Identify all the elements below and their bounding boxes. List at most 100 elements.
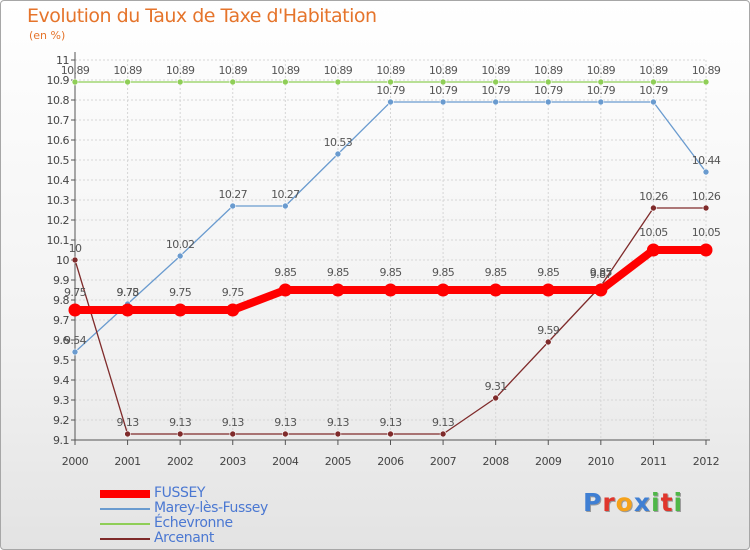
y-tick-label: 10.8	[47, 94, 70, 107]
x-tick-label: 2011	[640, 455, 666, 468]
data-point-arcenant	[124, 430, 131, 438]
data-point-fussey	[173, 303, 187, 317]
data-point-marey-les-fussey	[650, 98, 657, 106]
x-tick-label: 2005	[325, 455, 352, 468]
logo-letter: r	[602, 488, 616, 517]
data-point-arcenant	[650, 204, 657, 212]
data-point-arcenant	[176, 430, 184, 438]
data-point-echevronne	[492, 78, 499, 86]
data-label-marey-les-fussey: 9.54	[64, 334, 87, 347]
legend-swatch	[100, 490, 150, 498]
data-point-marey-les-fussey	[334, 150, 342, 158]
data-point-fussey	[594, 283, 608, 297]
x-tick-label: 2002	[167, 455, 193, 468]
data-point-fussey	[384, 283, 397, 297]
y-tick-label: 9.9	[53, 274, 69, 287]
data-label-fussey: 9.85	[379, 266, 402, 279]
data-point-echevronne	[176, 78, 184, 86]
data-point-marey-les-fussey	[702, 168, 710, 176]
data-label-marey-les-fussey: 10.44	[692, 154, 721, 167]
data-label-marey-les-fussey: 10.79	[639, 84, 668, 97]
data-label-arcenant: 9.59	[537, 324, 560, 337]
data-label-fussey: 9.75	[117, 286, 140, 299]
data-point-arcenant	[334, 430, 342, 438]
data-point-arcenant	[492, 394, 499, 402]
y-tick-label: 9.1	[53, 434, 69, 447]
data-label-arcenant: 9.31	[485, 380, 507, 393]
data-label-echevronne: 10.89	[113, 64, 142, 77]
data-label-echevronne: 10.89	[324, 64, 353, 77]
y-tick-label: 9.3	[53, 394, 69, 407]
data-label-marey-les-fussey: 10.27	[219, 188, 248, 201]
y-tick-label: 9.7	[53, 314, 69, 327]
y-tick-label: 10.4	[47, 174, 70, 187]
data-point-echevronne	[597, 78, 605, 86]
logo-letter: o	[615, 488, 634, 517]
legend-label: FUSSEY	[154, 485, 206, 501]
data-point-marey-les-fussey	[282, 202, 289, 210]
data-point-fussey	[68, 303, 82, 317]
data-label-echevronne: 10.89	[219, 64, 248, 77]
data-label-arcenant: 10.26	[692, 190, 721, 203]
data-label-fussey: 9.85	[327, 266, 350, 279]
data-point-marey-les-fussey	[229, 202, 237, 210]
logo-letter: x	[633, 488, 651, 517]
data-point-echevronne	[439, 78, 447, 86]
x-tick-label: 2000	[62, 455, 89, 468]
y-tick-label: 10.5	[47, 154, 70, 167]
data-label-marey-les-fussey: 10.79	[429, 84, 458, 97]
y-tick-label: 9.5	[53, 354, 69, 367]
data-point-fussey	[278, 283, 292, 297]
data-label-echevronne: 10.89	[166, 64, 195, 77]
data-label-arcenant: 9.13	[169, 416, 192, 429]
data-label-echevronne: 10.89	[271, 64, 300, 77]
data-point-fussey	[226, 303, 240, 317]
data-point-marey-les-fussey	[544, 98, 552, 106]
y-tick-label: 10.2	[47, 214, 70, 227]
data-point-echevronne	[387, 78, 394, 86]
y-tick-label: 10.9	[47, 74, 70, 87]
data-label-marey-les-fussey: 10.79	[376, 84, 405, 97]
data-label-fussey: 9.85	[274, 266, 297, 279]
unit-label: (en %)	[29, 29, 66, 42]
data-point-arcenant	[702, 204, 710, 212]
data-point-fussey	[541, 283, 555, 297]
x-tick-label: 2003	[220, 455, 247, 468]
data-label-fussey: 9.75	[222, 286, 245, 299]
data-label-marey-les-fussey: 10.79	[481, 84, 510, 97]
y-tick-label: 10.7	[47, 114, 70, 127]
data-label-echevronne: 10.89	[692, 64, 721, 77]
data-point-echevronne	[334, 78, 342, 86]
data-point-marey-les-fussey	[176, 252, 184, 260]
x-tick-label: 2001	[114, 455, 140, 468]
data-point-fussey	[489, 283, 503, 297]
y-tick-label: 10.6	[47, 134, 70, 147]
x-tick-label: 2006	[377, 455, 404, 468]
data-label-fussey: 10.05	[639, 226, 668, 239]
data-label-arcenant: 10	[69, 242, 82, 255]
data-point-marey-les-fussey	[597, 98, 605, 106]
data-label-marey-les-fussey: 9.78	[117, 286, 140, 299]
data-label-arcenant: 9.13	[117, 416, 140, 429]
data-label-echevronne: 10.89	[376, 64, 405, 77]
data-point-arcenant	[544, 338, 552, 346]
data-label-echevronne: 10.89	[481, 64, 510, 77]
y-tick-label: 11	[56, 54, 69, 67]
data-label-echevronne: 10.89	[61, 64, 90, 77]
legend-label: Arcenant	[154, 530, 214, 546]
chart-title: Evolution du Taux de Taxe d'Habitation	[27, 5, 377, 27]
data-point-arcenant	[387, 430, 394, 438]
logo-letter: i	[651, 488, 661, 517]
data-label-fussey: 9.75	[169, 286, 192, 299]
y-tick-label: 10	[56, 254, 69, 267]
data-point-fussey	[646, 243, 660, 257]
y-tick-label: 10.1	[47, 234, 70, 247]
data-label-arcenant: 9.87	[590, 268, 613, 281]
y-tick-label: 9.8	[53, 294, 69, 307]
data-label-marey-les-fussey: 10.53	[324, 136, 353, 149]
data-point-marey-les-fussey	[439, 98, 447, 106]
data-point-marey-les-fussey	[387, 98, 394, 106]
logo-letter: t	[660, 488, 674, 517]
y-tick-label: 9.2	[53, 414, 69, 427]
